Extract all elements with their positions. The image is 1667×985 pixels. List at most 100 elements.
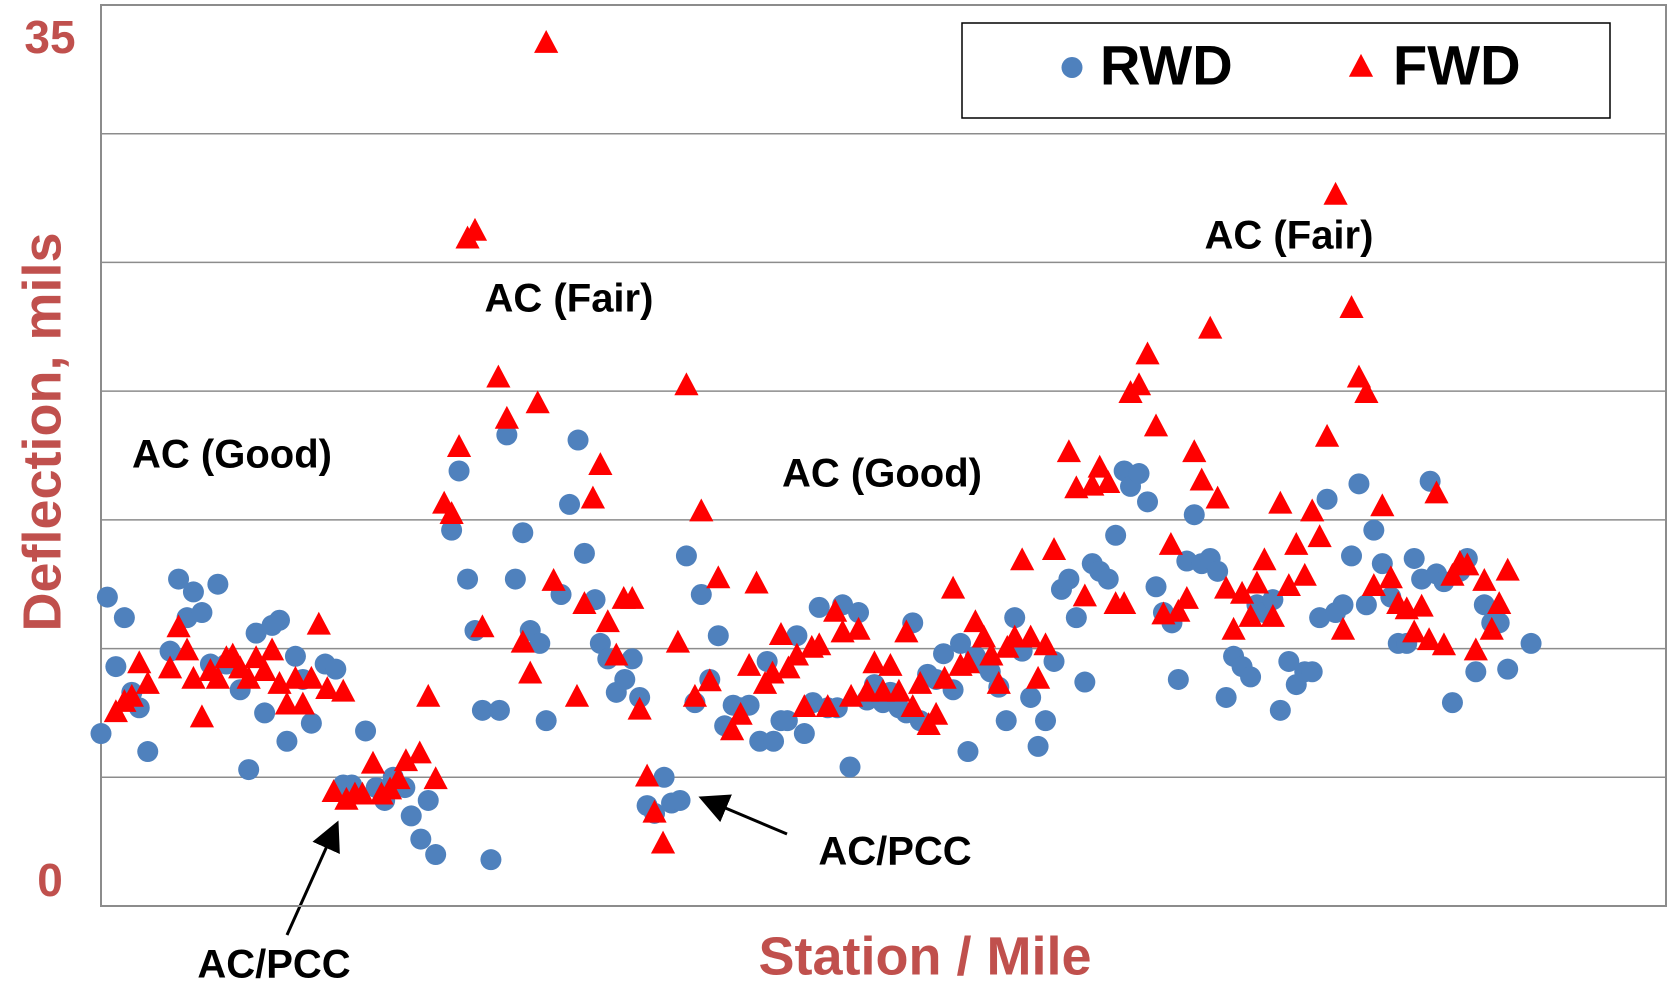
data-point	[1087, 454, 1112, 478]
data-point	[306, 611, 331, 635]
data-point	[238, 759, 260, 781]
data-point	[862, 650, 887, 674]
data-point	[763, 730, 785, 752]
data-point	[448, 460, 470, 482]
data-point	[1143, 413, 1169, 437]
data-point	[113, 607, 135, 629]
data-point	[541, 568, 566, 591]
annotation: AC/PCC	[818, 830, 971, 874]
data-point	[416, 683, 441, 707]
data-point	[567, 429, 589, 451]
data-point	[1035, 710, 1057, 732]
data-point	[776, 655, 801, 679]
data-point	[784, 642, 810, 666]
data-point	[1041, 537, 1067, 560]
data-point	[736, 652, 762, 676]
data-point	[1455, 552, 1480, 576]
data-point	[1403, 547, 1425, 569]
data-point	[1112, 591, 1137, 615]
data-point	[268, 609, 290, 631]
data-point	[580, 485, 606, 509]
data-point	[135, 670, 160, 694]
data-point	[690, 584, 712, 606]
data-point	[1010, 547, 1035, 571]
data-point	[854, 678, 880, 702]
data-point	[1215, 686, 1237, 708]
data-point	[1221, 616, 1246, 640]
annotation: AC (Fair)	[1205, 214, 1374, 258]
data-point	[979, 661, 1001, 683]
data-point	[1278, 650, 1300, 672]
data-point	[642, 799, 667, 823]
data-point	[932, 665, 957, 689]
data-point	[400, 805, 422, 827]
data-point	[923, 701, 949, 725]
data-point	[244, 645, 269, 669]
data-point	[846, 616, 871, 640]
data-point	[768, 622, 794, 645]
data-point	[573, 542, 595, 564]
data-point	[1074, 671, 1096, 693]
data-point	[1214, 575, 1239, 599]
data-point	[979, 642, 1004, 666]
data-point	[839, 756, 861, 778]
data-point	[950, 632, 972, 654]
data-point	[1033, 632, 1058, 656]
data-point	[137, 741, 159, 763]
data-point	[386, 766, 411, 790]
data-point	[159, 640, 181, 662]
data-point	[682, 683, 708, 707]
data-point	[1269, 699, 1291, 721]
data-point	[604, 642, 629, 666]
annotation-arrow	[285, 820, 340, 936]
data-point	[1207, 560, 1229, 582]
data-point	[315, 676, 340, 699]
data-point	[1363, 519, 1385, 541]
data-point	[1097, 568, 1119, 590]
data-point	[1378, 565, 1403, 589]
data-point	[189, 704, 215, 728]
data-point	[744, 570, 769, 594]
data-point	[620, 586, 645, 609]
data-point	[886, 678, 912, 702]
data-point	[792, 694, 817, 718]
data-point	[971, 624, 997, 648]
data-point	[423, 766, 448, 790]
data-point	[1316, 488, 1338, 510]
data-point	[1260, 604, 1285, 627]
data-point	[957, 741, 979, 763]
data-point	[900, 694, 925, 718]
data-point	[252, 658, 277, 681]
data-point	[564, 683, 590, 707]
data-point	[1497, 658, 1519, 680]
data-point	[119, 683, 144, 707]
data-point	[1416, 627, 1442, 651]
data-point	[808, 596, 830, 618]
data-point	[675, 545, 697, 567]
data-point	[1431, 632, 1457, 656]
data-point	[706, 565, 731, 589]
data-point	[205, 665, 230, 689]
data-point	[1487, 591, 1512, 615]
data-point	[1043, 650, 1065, 672]
data-point	[1424, 480, 1449, 504]
y-tick-label: 0	[37, 854, 63, 906]
data-point	[1495, 557, 1520, 581]
data-point	[355, 720, 377, 742]
data-point	[894, 619, 919, 643]
data-point	[480, 849, 502, 871]
data-point	[1323, 181, 1348, 205]
data-point	[321, 779, 346, 802]
data-point	[1065, 607, 1087, 629]
data-point	[559, 493, 581, 515]
data-point	[1348, 473, 1370, 495]
data-point	[908, 670, 933, 694]
data-point	[331, 678, 356, 702]
data-point	[807, 632, 832, 656]
data-point	[1463, 637, 1488, 661]
data-point	[439, 501, 464, 524]
data-point	[284, 645, 306, 667]
data-point	[1135, 341, 1160, 365]
